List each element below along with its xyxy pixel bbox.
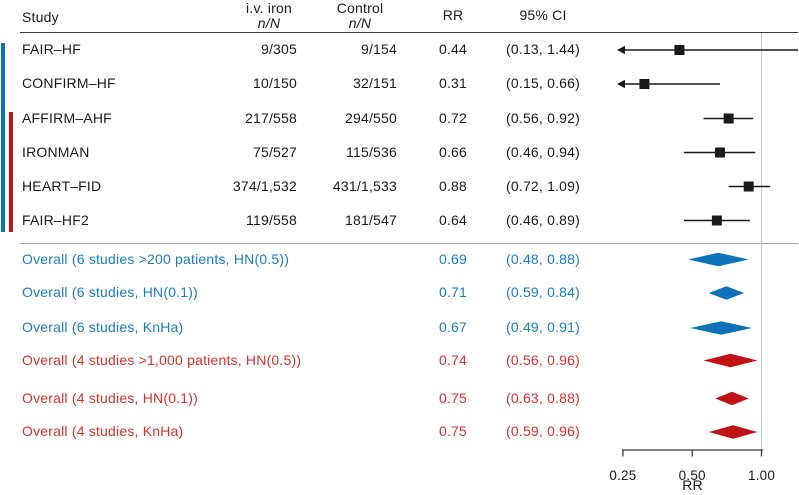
- study-row: IRONMAN 75/527 115/536 0.66 (0.46, 0.94): [0, 144, 799, 162]
- iv-iron-n-value: 119/558: [246, 211, 297, 228]
- overall-label: Overall (6 studies, KnHa): [22, 319, 184, 335]
- rr-value: 0.64: [438, 211, 468, 228]
- rr-value: 0.72: [438, 109, 468, 126]
- overall-ci-value: (0.63, 0.88): [506, 389, 580, 406]
- overall-label: Overall (6 studies >200 patients, HN(0.5…: [22, 250, 290, 267]
- x-axis-tick-label: 1.00: [748, 468, 775, 483]
- control-n-value: 431/1,533: [332, 177, 397, 194]
- overall-rr-value: 0.71: [438, 284, 468, 300]
- separator-rule: [20, 242, 798, 244]
- overall-diamond: [703, 353, 758, 368]
- group-bar-4-studies: [9, 112, 13, 232]
- study-name: FAIR–HF2: [22, 211, 89, 228]
- overall-row: Overall (4 studies, KnHa) 0.75 (0.59, 0.96…: [0, 423, 799, 441]
- ci-value: (0.56, 0.92): [506, 109, 580, 126]
- rr-value: 0.66: [438, 143, 468, 160]
- overall-row: Overall (4 studies >1,000 patients, HN(0…: [0, 352, 799, 370]
- column-header-iv-iron: i.v. iron n/N: [219, 1, 319, 31]
- x-axis-title: RR: [682, 477, 703, 493]
- ci-value: (0.72, 1.09): [506, 177, 580, 194]
- overall-ci-value: (0.59, 0.96): [506, 423, 580, 439]
- control-n-value: 115/536: [346, 143, 397, 160]
- overall-label: Overall (4 studies, KnHa): [22, 423, 184, 439]
- ci-value: (0.46, 0.94): [506, 143, 580, 160]
- iv-iron-n-value: 75/527: [252, 143, 297, 160]
- study-name: AFFIRM–AHF: [22, 109, 112, 126]
- overall-diamond: [715, 391, 749, 406]
- header-rule: [20, 31, 798, 33]
- rr-value: 0.88: [438, 177, 468, 194]
- iv-iron-n-value: 217/558: [244, 109, 297, 126]
- overall-ci-value: (0.59, 0.84): [506, 284, 580, 300]
- control-n-value: 181/547: [344, 211, 397, 228]
- x-axis-tick-label: 0.25: [609, 468, 636, 483]
- study-name: IRONMAN: [22, 143, 90, 160]
- column-header-ci: 95% CI: [519, 7, 567, 23]
- column-header-study: Study: [22, 9, 59, 25]
- column-header-iv-iron-line2: n/N: [257, 15, 281, 31]
- column-header-control-line1: Control: [336, 0, 384, 16]
- column-header-rr: RR: [442, 7, 464, 23]
- study-row: FAIR–HF2 119/558 181/547 0.64 (0.46, 0.89): [0, 212, 799, 230]
- overall-rr-value: 0.67: [438, 319, 468, 335]
- overall-row: Overall (6 studies >200 patients, HN(0.5…: [0, 251, 799, 269]
- iv-iron-n-value: 9/305: [260, 41, 297, 57]
- control-n-value: 9/154: [360, 41, 397, 57]
- overall-diamond: [708, 286, 745, 300]
- iv-iron-n-value: 10/150: [252, 75, 297, 91]
- study-row: CONFIRM–HF 10/150 32/151 0.31 (0.15, 0.66): [0, 75, 799, 93]
- left-arrow-icon: [617, 79, 625, 89]
- overall-rr-value: 0.74: [438, 351, 468, 368]
- point-estimate-square: [674, 45, 685, 55]
- overall-label: Overall (6 studies, HN(0.1)): [22, 284, 198, 300]
- overall-diamond: [688, 252, 749, 267]
- overall-diamond: [708, 425, 758, 439]
- x-axis-tick-label: 0.50: [679, 468, 706, 483]
- overall-row: Overall (4 studies, HN(0.1)) 0.75 (0.63, 0…: [0, 390, 799, 408]
- control-n-value: 294/550: [344, 109, 397, 126]
- study-row: AFFIRM–AHF 217/558 294/550 0.72 (0.56, 0.92): [0, 110, 799, 128]
- ci-value: (0.15, 0.66): [506, 75, 580, 91]
- iv-iron-n-value: 374/1,532: [232, 177, 297, 194]
- overall-rr-value: 0.69: [438, 250, 468, 267]
- ci-value: (0.46, 0.89): [506, 211, 580, 228]
- overall-diamond: [690, 321, 753, 335]
- rr-value: 0.44: [438, 41, 468, 57]
- overall-rr-value: 0.75: [438, 389, 468, 406]
- study-name: HEART–FID: [22, 177, 102, 194]
- study-name: CONFIRM–HF: [22, 75, 116, 91]
- overall-ci-value: (0.48, 0.88): [506, 250, 580, 267]
- overall-ci-value: (0.56, 0.96): [506, 351, 580, 368]
- column-header-iv-iron-line1: i.v. iron: [246, 0, 292, 16]
- study-row: HEART–FID 374/1,532 431/1,533 0.88 (0.72, 1.…: [0, 178, 799, 196]
- overall-ci-value: (0.49, 0.91): [506, 319, 580, 335]
- point-estimate-square: [639, 79, 650, 89]
- column-header-control: Control n/N: [310, 1, 410, 31]
- overall-label: Overall (4 studies >1,000 patients, HN(0…: [22, 351, 302, 368]
- left-arrow-icon: [617, 45, 625, 55]
- control-n-value: 32/151: [352, 75, 397, 91]
- rr-value: 0.31: [438, 75, 468, 91]
- overall-row: Overall (6 studies, HN(0.1)) 0.71 (0.59, 0…: [0, 284, 799, 302]
- point-estimate-square: [723, 113, 734, 124]
- point-estimate-square: [714, 147, 725, 158]
- ci-value: (0.13, 1.44): [506, 41, 580, 57]
- study-row: FAIR–HF 9/305 9/154 0.44 (0.13, 1.44): [0, 41, 799, 59]
- group-bar-6-studies: [1, 43, 5, 232]
- point-estimate-square: [743, 181, 754, 192]
- column-header-control-line2: n/N: [348, 15, 372, 31]
- point-estimate-square: [711, 215, 722, 226]
- overall-label: Overall (4 studies, HN(0.1)): [22, 389, 198, 406]
- overall-row: Overall (6 studies, KnHa) 0.67 (0.49, 0.91…: [0, 319, 799, 337]
- overall-rr-value: 0.75: [438, 423, 468, 439]
- study-name: FAIR–HF: [22, 41, 81, 57]
